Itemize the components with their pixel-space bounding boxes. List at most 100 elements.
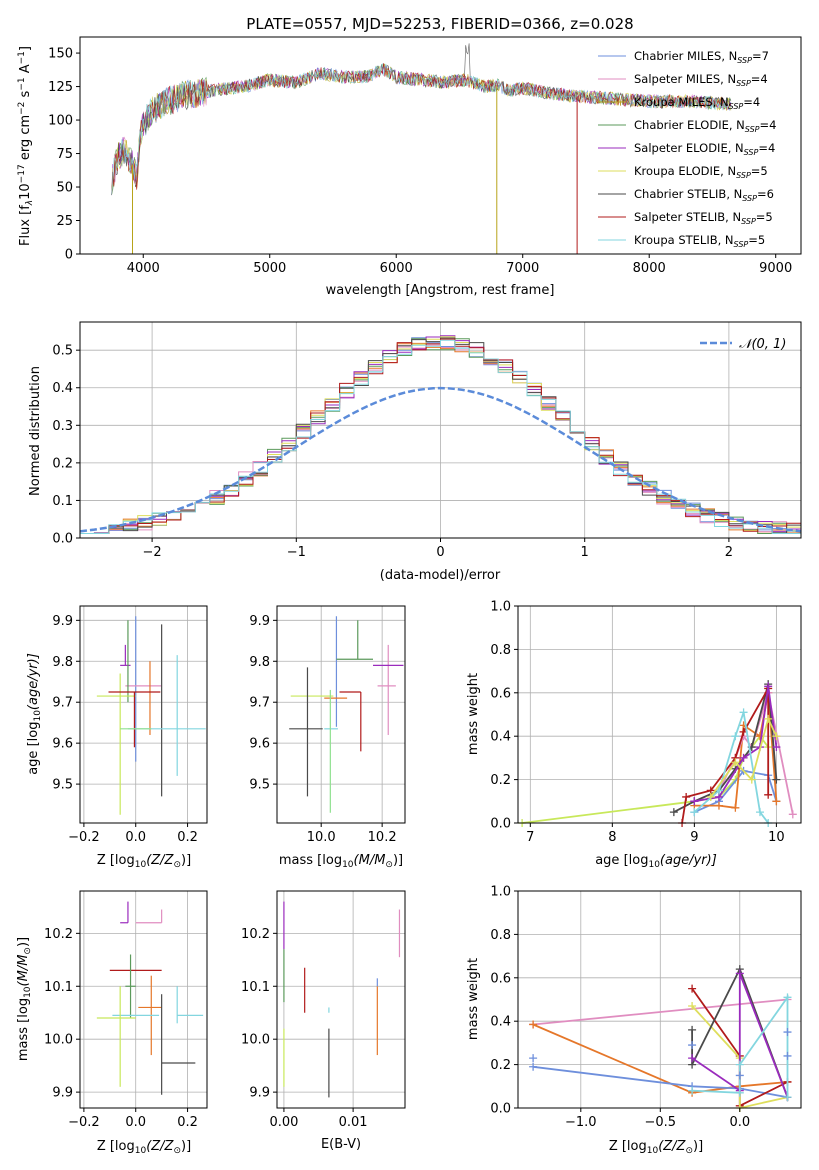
weight-marker: [764, 682, 773, 691]
ageM-xlabel-main: mass [log: [279, 853, 342, 868]
axes-frame: [79, 36, 802, 255]
weight-marker: [739, 708, 748, 717]
legend-suffix: =6: [757, 187, 774, 201]
y-tick-label: 0: [65, 248, 73, 263]
weight-marker: [735, 969, 744, 978]
x-tick-label: 8: [608, 830, 616, 845]
wAge-xlabel-sub: 10: [648, 860, 660, 870]
weight-series-line: [694, 686, 778, 803]
y-tick-label: 9.6: [52, 737, 73, 752]
x-tick-label: 4000: [127, 261, 160, 276]
y-tick-label: 9.9: [249, 1086, 270, 1101]
legend-name: Salpeter ELODIE, N: [634, 141, 744, 155]
spectrum-ylabel-p3: s: [18, 90, 33, 101]
wZ-xlabel: Z [log10(Z/Z⊙)]: [609, 1139, 703, 1156]
y-tick-label: 0.5: [52, 344, 73, 359]
legend-suffix: =4: [758, 141, 775, 155]
weight-marker: [783, 1028, 792, 1037]
ageM-xlabel-p2: )]: [393, 853, 403, 868]
mZ-ylabel-sub2: ⊙: [23, 947, 33, 955]
weight-marker: [714, 801, 723, 810]
weight-series-line: [693, 712, 769, 824]
weight-series-line: [533, 998, 788, 1026]
legend-sub: SSP: [745, 125, 760, 134]
mZ-xlabel: Z [log10(Z/Z⊙)]: [97, 1139, 191, 1156]
y-tick-label: 10.0: [44, 1033, 73, 1048]
weight-marker: [688, 1086, 697, 1095]
y-tick-label: 0.1: [52, 494, 73, 509]
legend-entry: Kroupa STELIB, NSSP=5: [634, 233, 765, 249]
mZ-xlabel-p2: )]: [181, 1139, 191, 1154]
weight-marker: [529, 1054, 538, 1063]
spectrum-ylabel-sup2: −2: [17, 102, 27, 115]
axes-frame: [517, 890, 802, 1109]
y-tick-label: 10.1: [241, 980, 270, 995]
mass-vs-ebv-panel: 0.00 0.01 9.9 10.0 10.1 10.2: [241, 890, 406, 1130]
x-tick-label: −1.0: [565, 1115, 597, 1130]
y-tick-label: 9.7: [52, 696, 73, 711]
legend-name: Kroupa ELODIE, N: [634, 164, 736, 178]
spectrum-panel: PLATE=0557, MJD=52253, FIBERID=0366, z=0…: [17, 15, 802, 298]
y-tick-label: 0.4: [490, 730, 511, 745]
x-tick-label: 1: [581, 545, 589, 560]
mZ-xlabel-p1: (Z/Z: [146, 1139, 174, 1154]
weight-marker: [688, 1002, 697, 1011]
mZ-ylabel-sub: 10: [23, 986, 33, 998]
axes-frame: [79, 890, 208, 1109]
legend-name: Chabrier ELODIE, N: [634, 118, 745, 132]
legend-entry: Salpeter MILES, NSSP=4: [634, 72, 768, 88]
weight-marker: [772, 732, 781, 741]
weight-marker: [529, 1020, 538, 1029]
weight-marker: [764, 714, 773, 723]
y-tick-label: 25: [56, 214, 73, 229]
y-tick-label: 9.9: [249, 614, 270, 629]
ageZ-xlabel-main: Z [log: [97, 853, 135, 868]
mZ-ylabel-main: mass [log: [16, 998, 31, 1061]
legend-suffix: =5: [751, 164, 768, 178]
ageZ-xlabel-p2: )]: [181, 853, 191, 868]
weight-marker: [529, 1062, 538, 1071]
y-tick-label: 1.0: [490, 885, 511, 900]
spectrum-ylabel-p5: ]: [18, 46, 33, 51]
weight-series-line: [691, 973, 789, 1098]
x-tick-label: 5000: [253, 261, 286, 276]
x-tick-label: 8000: [633, 261, 666, 276]
y-tick-label: 50: [56, 181, 73, 196]
y-tick-label: 9.9: [52, 1086, 73, 1101]
y-tick-label: 10.2: [44, 927, 73, 942]
histogram-step: [80, 339, 801, 534]
y-tick-label: 0.6: [490, 971, 511, 986]
legend-entry: Salpeter STELIB, NSSP=5: [634, 210, 773, 226]
spectrum-ylabel-p2: erg cm: [18, 115, 33, 164]
weight-series-line: [532, 1023, 788, 1094]
axes-frame: [276, 890, 406, 1109]
x-tick-label: −0.2: [68, 830, 100, 845]
histogram-axes: −2 −1 0 1 2 0.0 0.1 0.2 0.3 0.4 0.5: [52, 321, 802, 560]
spectrum-series-line: [111, 63, 732, 196]
weight-marker: [755, 808, 764, 817]
wAge-ylabel: mass weight: [466, 673, 481, 755]
legend-name: Kroupa STELIB, N: [634, 233, 734, 247]
wZ-ylabel: mass weight: [466, 958, 481, 1040]
y-tick-label: 100: [48, 114, 73, 129]
residual-histogram-panel: −2 −1 0 1 2 0.0 0.1 0.2 0.3 0.4 0.5 𝒩(0, 1) (data-…: [28, 321, 802, 583]
y-tick-label: 9.5: [249, 778, 270, 793]
legend-suffix: =4: [760, 118, 777, 132]
x-tick-label: −0.5: [645, 1115, 677, 1130]
y-tick-label: 1.0: [490, 600, 511, 615]
spectrum-ylabel-p4: A: [18, 64, 33, 77]
x-tick-label: 0.00: [269, 1115, 298, 1130]
x-tick-label: 0: [436, 545, 444, 560]
legend-name: Kroupa MILES, N: [634, 95, 729, 109]
y-tick-label: 0.8: [490, 928, 511, 943]
weight-marker: [772, 743, 781, 752]
wZ-xlabel-p2: )]: [693, 1139, 703, 1154]
spectrum-lines: [111, 43, 732, 254]
legend-sub: SSP: [736, 79, 751, 88]
mZ-ylabel: mass [log10(M/M⊙)]: [16, 937, 33, 1061]
y-tick-label: 0.0: [52, 532, 73, 547]
mZ-ylabel-p1: (M/M: [16, 955, 31, 987]
y-tick-label: 0.6: [490, 686, 511, 701]
y-tick-label: 10.1: [44, 980, 73, 995]
y-tick-label: 0.8: [490, 643, 511, 658]
